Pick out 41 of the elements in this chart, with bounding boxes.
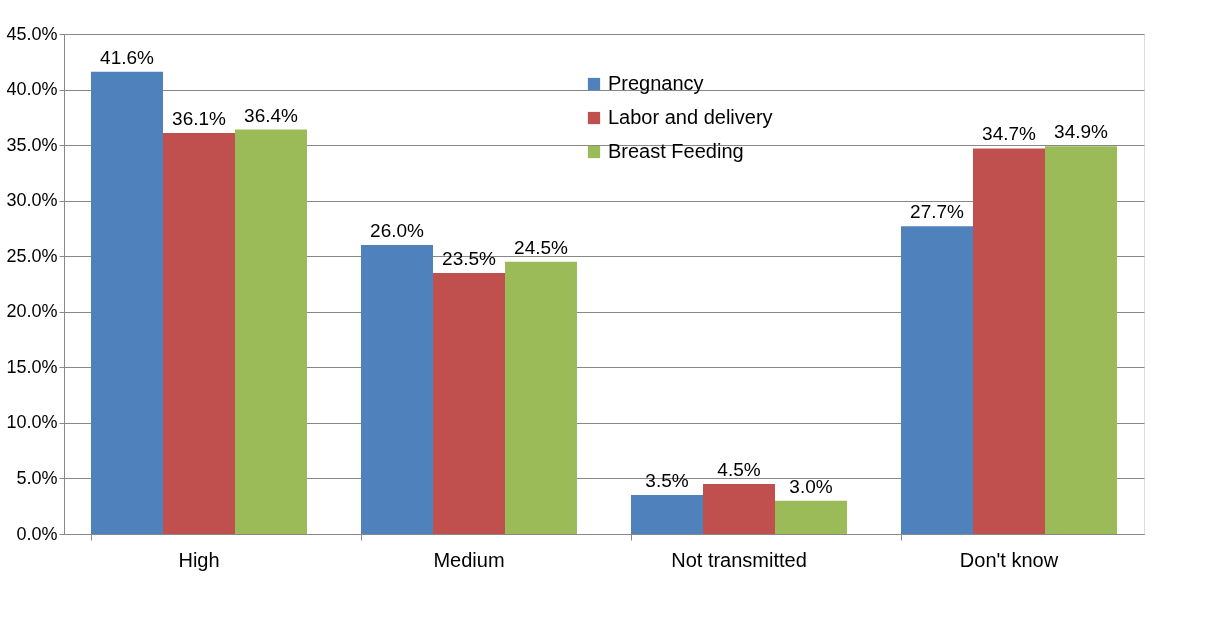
legend-label: Pregnancy <box>608 72 704 94</box>
data-label: 36.1% <box>172 107 227 129</box>
bar <box>505 261 577 534</box>
data-label: 3.5% <box>645 470 689 492</box>
data-label: 36.4% <box>244 104 299 126</box>
y-tick-label: 40.0% <box>6 79 58 100</box>
data-label: 26.0% <box>370 220 425 242</box>
bar <box>433 272 505 534</box>
legend-label: Labor and delivery <box>608 106 773 128</box>
data-label: 24.5% <box>514 236 569 258</box>
data-label: 23.5% <box>442 247 497 269</box>
bar <box>775 500 847 534</box>
bar <box>901 226 973 534</box>
y-tick-label: 10.0% <box>6 412 58 433</box>
bar <box>91 71 163 534</box>
x-tick-label: Not transmitted <box>671 548 807 571</box>
y-tick-label: 20.0% <box>6 301 58 322</box>
data-label: 34.7% <box>982 123 1037 145</box>
bar <box>973 148 1045 534</box>
data-label: 4.5% <box>717 459 761 480</box>
y-tick-label: 15.0% <box>6 356 58 377</box>
bar <box>361 245 433 534</box>
data-label: 27.7% <box>910 201 965 223</box>
data-label: 3.0% <box>789 475 833 497</box>
data-label: 34.9% <box>1054 121 1109 143</box>
data-label: 41.6% <box>100 46 155 68</box>
y-tick-label: 25.0% <box>6 245 58 266</box>
y-tick-label: 5.0% <box>16 467 58 488</box>
y-tick-label: 35.0% <box>6 134 58 155</box>
x-tick-label: Don't know <box>959 548 1059 571</box>
bar <box>1045 146 1117 534</box>
bar <box>631 495 703 534</box>
x-tick-label: High <box>178 548 220 571</box>
y-tick-label: 30.0% <box>6 190 58 211</box>
y-tick-label: 45.0% <box>6 23 58 44</box>
bar <box>703 484 775 534</box>
x-tick-label: Medium <box>433 548 505 571</box>
bar <box>163 132 235 534</box>
y-tick-label: 0.0% <box>16 523 58 544</box>
bar <box>235 129 307 534</box>
legend-label: Breast Feeding <box>608 140 744 162</box>
